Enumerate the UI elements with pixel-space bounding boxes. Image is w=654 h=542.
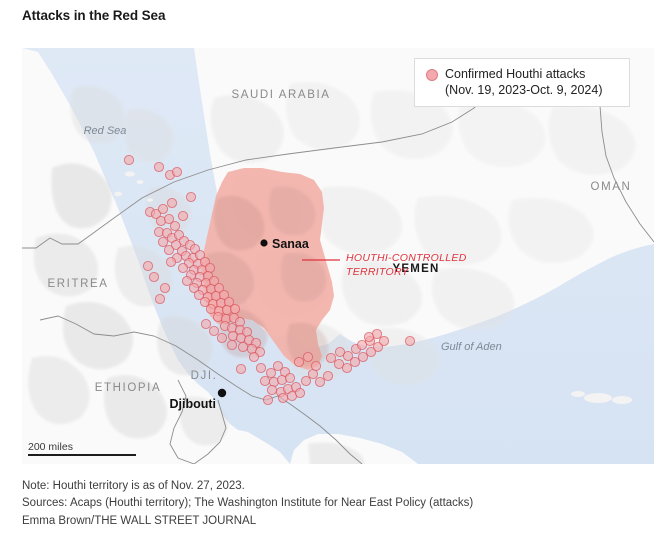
circle-marker-icon [426, 69, 438, 81]
attack-dot[interactable] [259, 375, 271, 387]
djibouti-border [169, 379, 195, 464]
attack-dot[interactable] [341, 362, 353, 374]
label-territory-line2: TERRITORY [346, 266, 409, 278]
attack-dot[interactable] [363, 331, 375, 343]
attack-dot[interactable] [185, 191, 197, 203]
attack-dot[interactable] [148, 271, 160, 283]
label-yemen: YEMEN [393, 263, 440, 275]
attack-dot[interactable] [266, 384, 278, 396]
attack-dot[interactable] [157, 236, 169, 248]
attack-dot[interactable] [166, 197, 178, 209]
label-ethiopia: ETHIOPIA [95, 382, 161, 394]
attack-dot[interactable] [372, 341, 384, 353]
red-sea-islands [114, 171, 632, 404]
attack-dot[interactable] [300, 375, 312, 387]
attack-dot[interactable] [171, 166, 183, 178]
attack-dot[interactable] [349, 356, 361, 368]
attack-dot[interactable] [150, 208, 162, 220]
label-saudi-arabia: SAUDI ARABIA [231, 89, 330, 101]
attack-dot[interactable] [356, 339, 368, 351]
attack-dot[interactable] [284, 372, 296, 384]
attack-dot[interactable] [123, 154, 135, 166]
djibouti-border-south [193, 399, 227, 464]
attack-dot[interactable] [357, 351, 369, 363]
sanaa-city-marker [260, 239, 268, 247]
attack-dot[interactable] [277, 392, 289, 404]
attack-dot[interactable] [322, 370, 334, 382]
legend-line-1: Confirmed Houthi attacks [445, 67, 586, 81]
scale-bar: 200 miles [28, 441, 136, 456]
attack-dot[interactable] [265, 367, 277, 379]
attack-dot[interactable] [302, 351, 314, 363]
attack-dot[interactable] [229, 303, 241, 315]
scale-bar-line [28, 454, 136, 456]
attack-dot[interactable] [365, 346, 377, 358]
attack-dot[interactable] [235, 363, 247, 375]
attack-dot[interactable] [255, 362, 267, 374]
attack-dot[interactable] [226, 339, 238, 351]
attack-dot[interactable] [293, 356, 305, 368]
attack-dot[interactable] [169, 220, 181, 232]
attack-dot[interactable] [216, 332, 228, 344]
attack-dot[interactable] [334, 346, 346, 358]
attack-dot[interactable] [157, 203, 169, 215]
attack-dot[interactable] [154, 293, 166, 305]
eritrea-ethiopia-border [39, 315, 279, 401]
attack-dot[interactable] [378, 335, 390, 347]
attack-dot[interactable] [208, 325, 220, 337]
attack-dot[interactable] [200, 318, 212, 330]
yemen-oman-border [595, 77, 654, 243]
attack-dot[interactable] [314, 376, 326, 388]
map-svg: SAUDI ARABIA OMAN YEMEN ERITREA ETHIOPIA… [22, 48, 654, 464]
ethiopia-somalia-border [277, 395, 363, 464]
footnote-credit: Emma Brown/THE WALL STREET JOURNAL [22, 514, 257, 527]
attack-dot[interactable] [170, 239, 182, 251]
label-djibouti-city: Djibouti [169, 397, 216, 411]
footnote-sources: Sources: Acaps (Houthi territory); The W… [22, 497, 474, 510]
legend-text-block: Confirmed Houthi attacks (Nov. 19, 2023-… [445, 66, 603, 98]
attack-dot[interactable] [333, 358, 345, 370]
attack-dot[interactable] [181, 275, 193, 287]
saudi-yemen-border [22, 77, 499, 249]
attack-dot[interactable] [165, 256, 177, 268]
page-title: Attacks in the Red Sea [22, 8, 166, 23]
map-legend: Confirmed Houthi attacks (Nov. 19, 2023-… [414, 58, 630, 107]
attack-dot[interactable] [177, 262, 189, 274]
attack-dot[interactable] [404, 335, 416, 347]
attack-dot[interactable] [342, 350, 354, 362]
footnotes: Note: Houthi territory is as of Nov. 27,… [22, 478, 473, 530]
attack-dot[interactable] [142, 260, 154, 272]
attack-dots-layer[interactable] [123, 154, 416, 406]
label-red-sea: Red Sea [84, 125, 127, 137]
label-gulf-of-aden: Gulf of Aden [441, 341, 502, 353]
label-sanaa: Sanaa [272, 237, 310, 251]
attack-dot[interactable] [248, 351, 260, 363]
attack-dot[interactable] [272, 360, 284, 372]
djibouti-city-marker [217, 388, 227, 398]
attack-dot[interactable] [177, 210, 189, 222]
attack-dot[interactable] [325, 352, 337, 364]
attack-dot[interactable] [237, 341, 249, 353]
attack-dot[interactable] [262, 394, 274, 406]
legend-line-2: (Nov. 19, 2023-Oct. 9, 2024) [445, 83, 603, 97]
attack-dot[interactable] [310, 360, 322, 372]
label-oman: OMAN [591, 181, 632, 193]
label-territory-line1: HOUTHI-CONTROLLED [346, 252, 467, 264]
scale-bar-label: 200 miles [28, 441, 73, 453]
map-panel[interactable]: SAUDI ARABIA OMAN YEMEN ERITREA ETHIOPIA… [22, 48, 654, 464]
label-eritrea: ERITREA [47, 278, 108, 290]
label-djibouti-country: DJI. [191, 370, 218, 382]
attack-dot[interactable] [294, 387, 306, 399]
attack-dot[interactable] [153, 161, 165, 173]
attack-dot[interactable] [163, 244, 175, 256]
attack-dot[interactable] [163, 213, 175, 225]
footnote-note: Note: Houthi territory is as of Nov. 27,… [22, 480, 245, 492]
attack-dot[interactable] [159, 282, 171, 294]
